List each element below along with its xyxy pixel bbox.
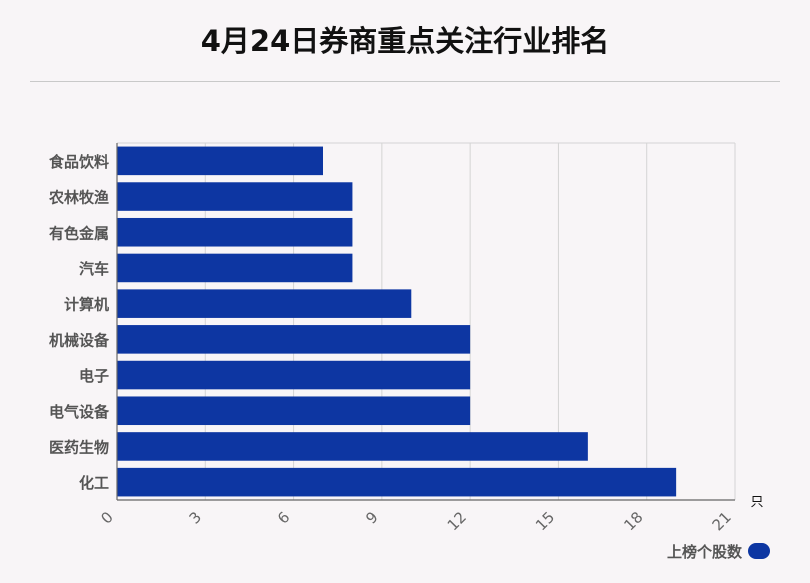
category-label: 农林牧渔	[48, 189, 109, 207]
x-tick-label: 21	[709, 508, 735, 534]
bar	[117, 360, 471, 390]
axes	[116, 143, 735, 501]
legend[interactable]: 上榜个股数	[667, 539, 770, 563]
bar	[117, 182, 353, 211]
x-tick-label: 6	[274, 508, 293, 527]
bar	[117, 432, 588, 461]
bar	[117, 253, 353, 283]
category-label: 电子	[79, 367, 109, 385]
chart-title: 4月24日券商重点关注行业排名	[200, 24, 610, 58]
x-tick-label: 3	[186, 508, 205, 527]
x-tick-label: 15	[532, 508, 558, 534]
category-label: 计算机	[64, 296, 109, 314]
x-tick-label: 9	[362, 508, 381, 527]
x-tick-label: 12	[444, 508, 470, 534]
legend-label: 上榜个股数	[666, 542, 742, 561]
bar	[117, 325, 471, 354]
legend-swatch	[748, 543, 770, 559]
category-label: 食品饮料	[49, 153, 109, 171]
title-divider	[30, 81, 780, 82]
category-label: 化工	[79, 474, 109, 492]
bars	[117, 146, 677, 497]
bar	[117, 146, 323, 176]
unit-label: 只	[750, 495, 763, 510]
x-tick-label: 0	[97, 508, 116, 527]
bar	[117, 396, 471, 426]
category-label: 电气设备	[49, 403, 110, 421]
category-label: 机械设备	[49, 331, 110, 349]
category-label: 医药生物	[49, 438, 109, 456]
bar	[117, 467, 677, 497]
category-label: 有色金属	[49, 224, 109, 242]
x-tick-labels: 0 3 6 9 12 15 18 21	[97, 508, 734, 534]
bar	[117, 289, 412, 318]
x-tick-label: 18	[620, 508, 646, 534]
bar	[117, 217, 353, 247]
category-label: 汽车	[79, 260, 109, 278]
